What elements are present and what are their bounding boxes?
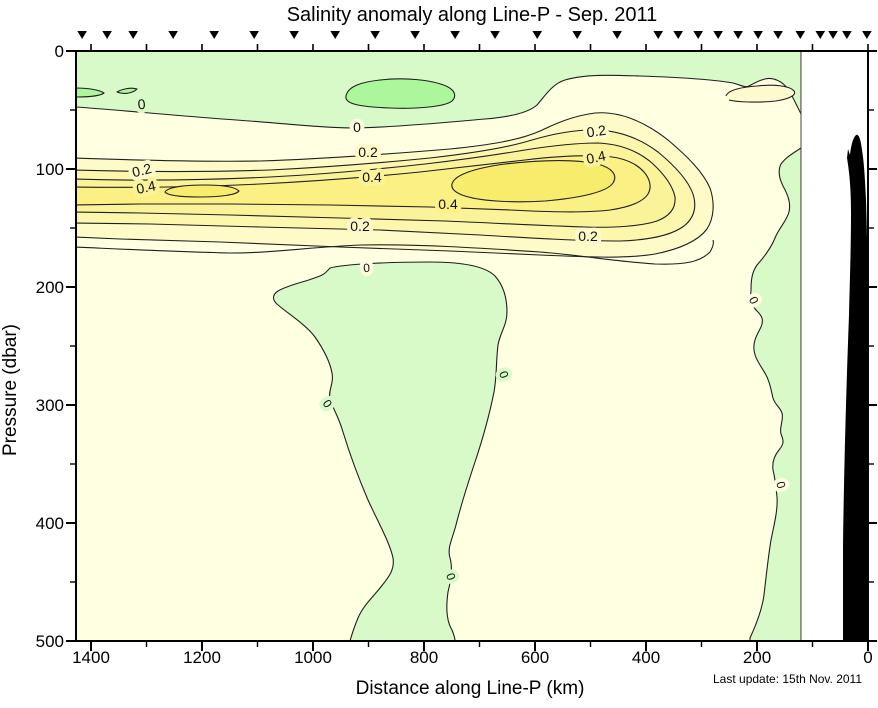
x-tick-label: 400 — [632, 648, 660, 667]
station-marker — [693, 31, 703, 39]
region-core-east — [451, 160, 616, 203]
x-tick-label: 600 — [521, 648, 549, 667]
contour-regions — [76, 51, 801, 641]
axis-ticks — [66, 44, 877, 651]
station-marker — [128, 31, 138, 39]
station-marker — [862, 31, 872, 39]
last-update-note: Last update: 15th Nov. 2011 — [713, 672, 862, 686]
station-marker — [842, 31, 852, 39]
x-tick-label: 200 — [743, 648, 771, 667]
station-marker — [815, 31, 826, 39]
region-left-sliver-1 — [76, 87, 105, 98]
station-marker — [795, 31, 806, 39]
station-marker — [713, 31, 723, 39]
station-marker — [572, 31, 582, 39]
y-tick-label: 500 — [36, 632, 64, 651]
y-tick-label: 200 — [36, 278, 64, 297]
x-tick-label: 1200 — [183, 648, 221, 667]
contour-value-label: 0.2 — [350, 218, 370, 234]
y-tick-label: 300 — [36, 396, 64, 415]
station-marker — [77, 31, 87, 39]
station-marker — [249, 31, 259, 39]
y-tick-label: 400 — [36, 514, 64, 533]
contour-value-label: 0.4 — [438, 196, 458, 212]
station-marker — [532, 31, 543, 39]
region-core-west — [164, 184, 240, 198]
contour-value-label: 0.2 — [578, 228, 598, 244]
station-marker — [753, 31, 763, 39]
station-marker — [168, 31, 178, 39]
x-tick-label: 1000 — [294, 648, 332, 667]
region-deep-tongue — [272, 261, 508, 641]
station-marker — [330, 31, 340, 39]
plot-frame — [75, 50, 869, 642]
station-marker — [653, 31, 664, 39]
station-marker — [450, 31, 460, 39]
region-surface-minimum-blob — [345, 78, 456, 109]
contour-value-label: 0.2 — [358, 144, 378, 160]
station-marker — [773, 31, 783, 39]
station-marker — [612, 31, 622, 39]
bathymetry-silhouette — [843, 134, 868, 641]
chart-title: Salinity anomaly along Line-P - Sep. 201… — [287, 4, 658, 26]
station-marker — [490, 31, 500, 39]
station-marker — [370, 31, 380, 39]
station-marker — [410, 31, 420, 39]
region-left-sliver-2 — [116, 87, 138, 94]
y-tick-label: 0 — [55, 42, 64, 61]
station-marker — [289, 31, 299, 39]
station-marker — [828, 31, 838, 39]
x-tick-label: 1400 — [72, 648, 110, 667]
contour-value-label: 0.2 — [586, 122, 608, 141]
region-nearshore-negative — [749, 147, 801, 641]
axis-tick-labels: 1400 1200 1000 800 600 400 200 0 0 100 200 300 400 50… — [36, 42, 873, 667]
y-tick-label: 100 — [36, 160, 64, 179]
x-tick-label: 0 — [863, 648, 872, 667]
y-axis-label: Pressure (dbar) — [0, 324, 21, 456]
contour-extra-lower — [76, 239, 714, 265]
station-marker — [733, 31, 743, 39]
contour-value-label: 0 — [353, 119, 361, 135]
station-marker — [673, 31, 683, 39]
station-markers — [77, 31, 872, 39]
x-tick-label: 800 — [410, 648, 438, 667]
station-marker — [209, 31, 220, 39]
x-axis-label: Distance along Line-P (km) — [356, 678, 585, 699]
contour-value-label: 0.4 — [362, 169, 382, 185]
region-topright-blob — [725, 84, 796, 103]
contour-value-label: 0 — [137, 96, 146, 113]
station-marker — [102, 31, 112, 39]
